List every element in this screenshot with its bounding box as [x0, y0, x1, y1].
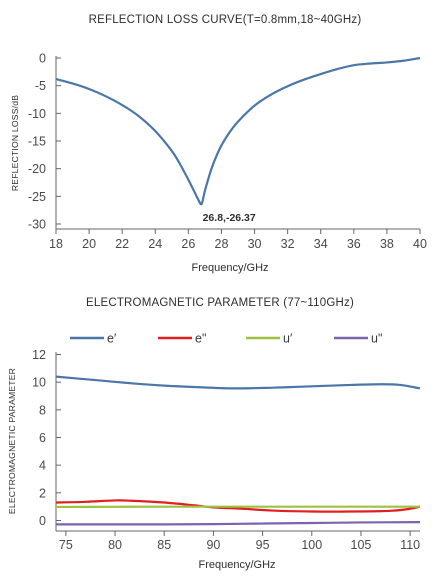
- legend-label: e′: [107, 332, 117, 346]
- chart-2-y-tick-label: 6: [39, 431, 46, 445]
- chart-2-legend: e′ e" u′ u": [70, 332, 382, 346]
- series-line: [55, 521, 421, 526]
- chart-2-y-tick-label: 8: [39, 403, 46, 417]
- chart-1-y-tick-label: -30: [28, 218, 46, 232]
- legend-label: u′: [283, 332, 293, 346]
- chart-2-y-axis-label: ELECTROMAGNETIC PARAMETER: [7, 368, 17, 514]
- chart-1-y-tick-label: -25: [28, 190, 46, 204]
- chart-1-x-tick-label: 18: [49, 237, 63, 251]
- chart-1-x-tick-label: 24: [148, 237, 162, 251]
- chart-1-x-tick-label: 22: [115, 237, 129, 251]
- chart-1-y-tick-label: 0: [39, 52, 46, 66]
- chart-1-series-line: [55, 56, 421, 206]
- legend-label: e": [195, 332, 206, 346]
- chart-1-x-tick-label: 30: [248, 237, 262, 251]
- chart-1-x-tick-label: 40: [413, 237, 427, 251]
- chart-2-x-tick-label: 85: [157, 538, 171, 552]
- chart-2-x-axis-label: Frequency/GHz: [198, 559, 275, 571]
- chart-2-y-tick-label: 0: [39, 514, 46, 528]
- chart-2-series-lines: [55, 375, 421, 526]
- chart-2-x-tick-label: 75: [59, 538, 73, 552]
- chart-1-y-tick-label: -10: [28, 107, 46, 121]
- chart-2-x-tick-label: 95: [256, 538, 270, 552]
- series-line: [55, 499, 421, 513]
- chart-2-x-tick-label: 100: [301, 538, 322, 552]
- chart-2-x-tick-label: 110: [400, 538, 420, 552]
- chart-1-x-tick-label: 26: [181, 237, 195, 251]
- reflection-loss-chart: REFLECTION LOSS CURVE(T=0.8mm,18~40GHz) …: [10, 14, 427, 274]
- electromagnetic-parameter-chart: ELECTROMAGNETIC PARAMETER (77~110GHz) e′…: [7, 297, 421, 571]
- chart-1-title: REFLECTION LOSS CURVE(T=0.8mm,18~40GHz): [89, 14, 362, 26]
- chart-1-x-tick-label: 32: [281, 237, 295, 251]
- chart-2-y-tick-label: 2: [39, 486, 46, 500]
- chart-1-y-tick-label: -15: [28, 135, 46, 149]
- chart-2-x-tick-label: 90: [206, 538, 220, 552]
- chart-2-x-tick-label: 105: [351, 538, 372, 552]
- chart-2-ticks: 75 80 85 90 95 100 105 110 0 2 4 6 8 10 12: [32, 348, 420, 552]
- chart-1-x-axis-label: Frequency/GHz: [191, 262, 268, 274]
- chart-2-y-tick-label: 10: [32, 376, 46, 390]
- chart-1-x-tick-label: 28: [215, 237, 229, 251]
- chart-1-y-tick-label: -20: [28, 162, 46, 176]
- chart-1-x-tick-label: 34: [314, 237, 328, 251]
- chart-1-x-tick-label: 38: [380, 237, 394, 251]
- chart-1-y-axis-label: REFLECTION LOSS/dB: [10, 95, 20, 191]
- chart-1-x-tick-label: 20: [82, 237, 96, 251]
- chart-1-ticks: 18 20 22 24 26 28 30 32 34 36 38 40 0 -5 -10 -15 -20 -25 -…: [28, 52, 427, 252]
- legend-label: u": [371, 332, 382, 346]
- chart-2-y-tick-label: 12: [32, 348, 46, 362]
- chart-2-title: ELECTROMAGNETIC PARAMETER (77~110GHz): [86, 297, 354, 309]
- chart-2-x-tick-label: 80: [108, 538, 122, 552]
- chart-2-y-tick-label: 4: [39, 459, 46, 473]
- chart-1-x-tick-label: 36: [347, 237, 361, 251]
- chart-1-min-annotation: 26.8,-26.37: [203, 212, 256, 224]
- series-line: [55, 375, 421, 390]
- chart-1-y-tick-label: -5: [35, 79, 46, 93]
